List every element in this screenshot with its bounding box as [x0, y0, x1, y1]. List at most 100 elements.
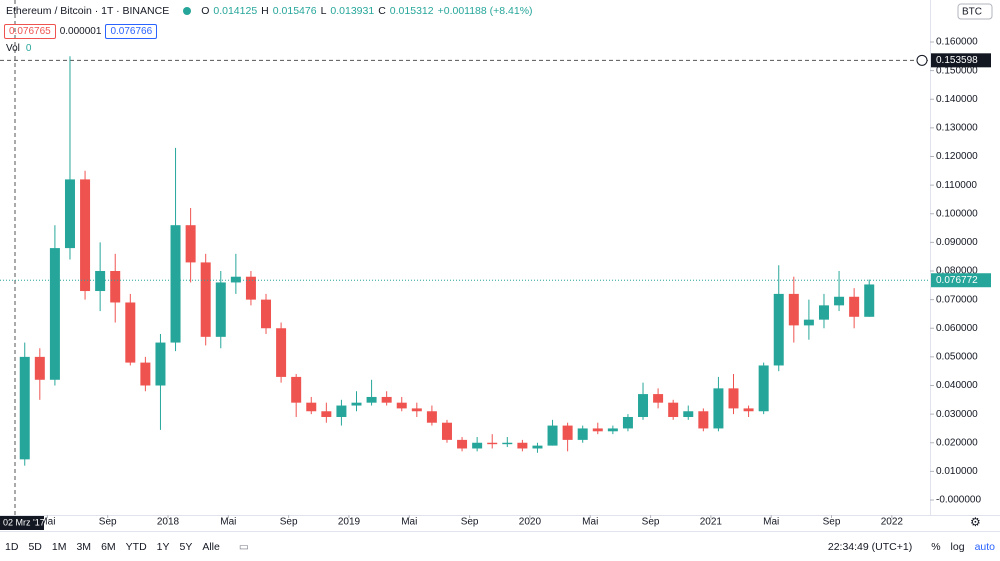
- x-tick-label: Mai: [763, 517, 779, 528]
- y-tick-label: -0.000000: [936, 495, 981, 506]
- l-value: 0.013931: [330, 5, 375, 17]
- candle-body: [396, 402, 407, 409]
- range-button[interactable]: 6M: [96, 541, 121, 553]
- candle-body: [155, 342, 166, 386]
- range-button[interactable]: 3M: [71, 541, 96, 553]
- range-button[interactable]: YTD: [121, 541, 152, 553]
- y-tick-label: 0.150000: [936, 65, 978, 76]
- candle-body: [230, 276, 241, 283]
- l-label: L: [320, 5, 327, 17]
- candle-body: [502, 442, 513, 445]
- vol-value: 0: [25, 43, 32, 54]
- y-tick-label: 0.140000: [936, 94, 978, 105]
- candle-body: [864, 284, 875, 317]
- y-tick-label: 0.160000: [936, 37, 978, 48]
- c-label: C: [378, 5, 386, 17]
- candle-body: [110, 270, 121, 303]
- candle-body: [457, 439, 468, 449]
- calendar-icon[interactable]: ▭: [238, 540, 249, 553]
- candle-body: [532, 445, 543, 449]
- candle-body: [683, 411, 694, 417]
- auto-button[interactable]: auto: [970, 541, 1000, 553]
- x-tick-label: Sep: [99, 517, 117, 528]
- crosshair-price-tag: [931, 53, 991, 68]
- range-button[interactable]: 1D: [0, 541, 23, 553]
- candle-body: [818, 305, 829, 320]
- log-button[interactable]: log: [946, 541, 970, 553]
- y-tick-label: 0.080000: [936, 266, 978, 277]
- x-tick-label: Sep: [461, 517, 479, 528]
- bottom-toolbar: 1D 5D 1M 3M 6M YTD 1Y 5Y Alle ▭ 22:34:49 (UTC+1)…: [0, 531, 1000, 561]
- candle-body: [321, 411, 332, 417]
- crosshair-price-label: 0.153598: [936, 55, 978, 66]
- candle-body: [441, 422, 452, 440]
- x-tick-label: 2019: [338, 517, 361, 528]
- o-value: 0.014125: [213, 5, 258, 17]
- y-tick-label: 0.110000: [936, 180, 977, 191]
- crosshair-plus: [916, 54, 928, 66]
- x-tick-label: 2021: [700, 517, 723, 528]
- buy-button[interactable]: 0.076766: [105, 24, 158, 39]
- vol-label: Vol: [6, 43, 20, 54]
- y-tick-label: 0.090000: [936, 237, 978, 248]
- candle-body: [487, 442, 498, 445]
- candle-body: [140, 362, 151, 386]
- currency-button[interactable]: [957, 3, 993, 20]
- y-tick-label: 0.050000: [936, 352, 978, 363]
- legend: Ethereum / Bitcoin · 1T · BINANCE O 0.014…: [6, 5, 533, 17]
- x-tick-label: 2018: [157, 517, 180, 528]
- y-tick-label: 0.100000: [936, 208, 978, 219]
- y-tick-label: 0.120000: [936, 151, 978, 162]
- y-tick-label: 0.070000: [936, 294, 978, 305]
- clock: 22:34:49 (UTC+1): [827, 540, 913, 553]
- range-button[interactable]: Alle: [197, 541, 225, 553]
- candle-body: [758, 365, 769, 412]
- change: +0.001188 (+8.41%): [437, 5, 533, 17]
- x-tick-label: Sep: [642, 517, 660, 528]
- candle-body: [245, 276, 256, 300]
- candle-body: [638, 394, 649, 417]
- candle-body: [80, 179, 91, 292]
- candle-body: [125, 302, 136, 363]
- y-tick-label: 0.060000: [936, 323, 978, 334]
- candle-body: [562, 425, 573, 440]
- candle-body: [849, 296, 860, 317]
- range-button[interactable]: 1Y: [152, 541, 175, 553]
- candle-body: [517, 442, 528, 449]
- candle-body: [411, 408, 422, 412]
- x-tick-label: Mai: [220, 517, 236, 528]
- symbol[interactable]: Ethereum / Bitcoin · 1T · BINANCE: [6, 5, 170, 17]
- currency-label: BTC: [962, 7, 982, 18]
- candle-body: [653, 394, 664, 403]
- candle-body: [215, 282, 226, 337]
- sell-button[interactable]: 0.076765: [4, 24, 56, 39]
- y-tick-label: 0.130000: [936, 123, 978, 134]
- candle-body: [49, 248, 60, 380]
- candle-body: [773, 293, 784, 366]
- candle-body: [306, 402, 317, 412]
- last-price-label: 0.076772: [936, 275, 978, 286]
- candle-body: [351, 402, 362, 406]
- candle-body: [472, 442, 483, 449]
- x-tick-label: 2022: [881, 517, 904, 528]
- candle-body: [668, 402, 679, 417]
- range-button[interactable]: 5Y: [175, 541, 198, 553]
- x-tick-label: 2020: [519, 517, 542, 528]
- crosshair-date-label: 02 Mrz '17: [3, 517, 45, 527]
- chart: 0.160000 0.150000 0.140000 0.130000 0.120000…: [0, 0, 1000, 531]
- candle-body: [336, 405, 347, 417]
- candle-body: [64, 179, 75, 249]
- crosshair-date-tag: [0, 516, 44, 530]
- h-value: 0.015476: [272, 5, 317, 17]
- candle-body: [19, 356, 30, 460]
- candle-body: [426, 411, 437, 423]
- range-button[interactable]: 5D: [23, 541, 46, 553]
- candle-body: [185, 225, 196, 263]
- volume-legend: Vol 0: [6, 43, 31, 54]
- candle-body: [788, 293, 799, 326]
- y-tick-label: 0.030000: [936, 409, 978, 420]
- spread: 0.000001: [59, 26, 102, 37]
- range-button[interactable]: 1M: [47, 541, 72, 553]
- percent-button[interactable]: %: [926, 541, 945, 553]
